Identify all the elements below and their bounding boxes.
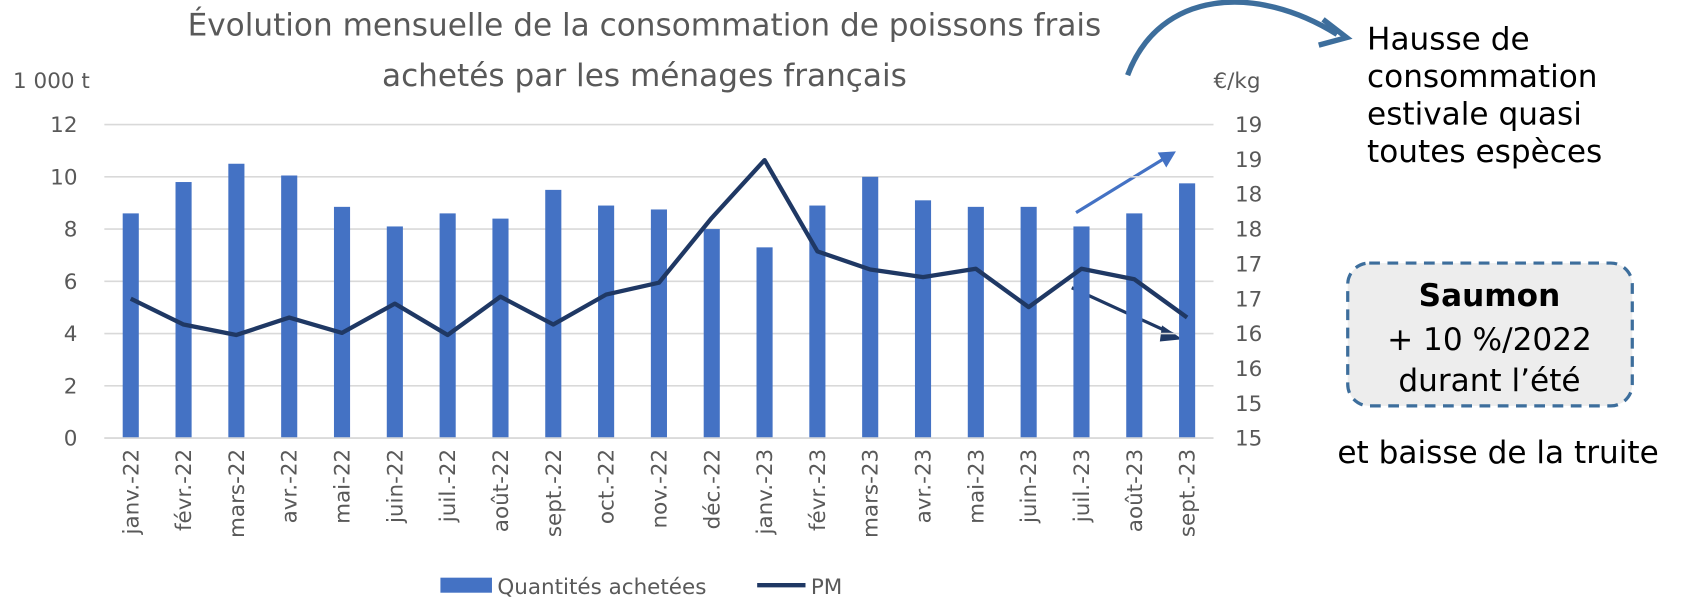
bar bbox=[122, 213, 139, 439]
y2-tick-label: 15 bbox=[1235, 392, 1262, 417]
line bbox=[129, 157, 1189, 338]
bar bbox=[862, 176, 879, 439]
bar bbox=[967, 206, 984, 439]
y-tick-label: 8 bbox=[64, 218, 78, 243]
arrow-head bbox=[1318, 17, 1353, 48]
x-tick-label: janv.-23 bbox=[753, 449, 778, 536]
x-tick-label: juil.-23 bbox=[1070, 449, 1095, 523]
bar bbox=[175, 182, 192, 439]
y2-tick-label: 17 bbox=[1235, 252, 1262, 277]
x-tick-label: avr.-23 bbox=[912, 449, 937, 524]
bar bbox=[650, 209, 667, 439]
x-tick-label: mai-22 bbox=[331, 449, 356, 524]
x-tick-label: avr.-22 bbox=[278, 449, 303, 524]
legend-label: PM bbox=[811, 575, 842, 597]
bar bbox=[333, 206, 351, 439]
annotation: Saumon bbox=[1419, 278, 1561, 314]
annotation: + 10 %/2022 bbox=[1387, 322, 1592, 358]
bar bbox=[598, 205, 615, 439]
y-tick-label: 6 bbox=[64, 270, 78, 295]
x-tick-label: sept.-22 bbox=[542, 449, 567, 537]
y2-tick-label: 16 bbox=[1235, 357, 1262, 382]
x-tick-label: févr.-23 bbox=[806, 449, 831, 531]
y-tick-label: 10 bbox=[50, 165, 77, 190]
x-tick-label: juil.-22 bbox=[436, 449, 461, 523]
legend-label: Quantités achetées bbox=[497, 575, 706, 597]
chart-title: Évolution mensuelle de la consommation d… bbox=[188, 5, 1102, 43]
bar bbox=[492, 218, 509, 439]
y2-tick-label: 16 bbox=[1235, 322, 1262, 347]
trend-arrow bbox=[1075, 153, 1172, 214]
x-tick-label: août-22 bbox=[489, 449, 514, 532]
y-tick-label: 0 bbox=[64, 427, 78, 452]
x-tick-label: janv.-22 bbox=[119, 449, 144, 536]
bar bbox=[1179, 183, 1196, 439]
arrow-head bbox=[1157, 151, 1176, 168]
x-tick-label: nov.-22 bbox=[647, 449, 672, 529]
annotation: consommation bbox=[1367, 59, 1597, 95]
annotation: estivale quasi bbox=[1367, 97, 1582, 133]
legend-swatch bbox=[440, 577, 492, 593]
bar bbox=[756, 247, 773, 439]
chart-title: achetés par les ménages français bbox=[382, 58, 907, 94]
y-tick-label: 12 bbox=[50, 113, 77, 138]
bar bbox=[914, 200, 932, 439]
y2-tick-label: 17 bbox=[1235, 287, 1262, 312]
y-tick-label: 2 bbox=[64, 374, 78, 399]
y-tick-label: 4 bbox=[64, 322, 78, 347]
x-tick-label: juin-23 bbox=[1017, 449, 1042, 524]
y2-tick-label: 18 bbox=[1235, 183, 1262, 208]
x-tick-label: juin-22 bbox=[383, 449, 408, 524]
y2-tick-label: 19 bbox=[1235, 113, 1262, 138]
bar bbox=[703, 229, 720, 439]
x-tick-label: mars-22 bbox=[225, 449, 250, 538]
bar bbox=[545, 189, 562, 439]
bar bbox=[1020, 206, 1037, 439]
y2-tick-label: 15 bbox=[1235, 427, 1262, 452]
annotation: Hausse de bbox=[1367, 21, 1530, 57]
x-tick-label: août-23 bbox=[1123, 449, 1148, 532]
x-tick-label: sept.-23 bbox=[1176, 449, 1201, 537]
y2-tick-label: 18 bbox=[1235, 218, 1262, 243]
x-tick-label: févr.-22 bbox=[172, 449, 197, 531]
arrow bbox=[1125, 0, 1339, 77]
bar bbox=[809, 205, 826, 439]
callout-box bbox=[1346, 261, 1634, 408]
annotation: durant l’été bbox=[1398, 363, 1580, 399]
x-tick-label: mars-23 bbox=[859, 449, 884, 538]
bar bbox=[228, 163, 245, 439]
bar bbox=[1126, 213, 1143, 439]
y2-tick-label: 19 bbox=[1235, 148, 1262, 173]
y2-axis-label: €/kg bbox=[1214, 69, 1261, 94]
annotation: et baisse de la truite bbox=[1337, 435, 1658, 471]
bar bbox=[281, 175, 298, 439]
bar bbox=[386, 226, 403, 439]
annotation: toutes espèces bbox=[1367, 134, 1602, 170]
x-tick-label: déc.-22 bbox=[700, 449, 725, 530]
bar bbox=[439, 213, 456, 439]
x-tick-label: oct.-22 bbox=[595, 449, 620, 524]
y-axis-label: 1 000 t bbox=[13, 69, 90, 94]
x-tick-label: mai-23 bbox=[964, 449, 989, 524]
bar bbox=[1073, 226, 1090, 439]
